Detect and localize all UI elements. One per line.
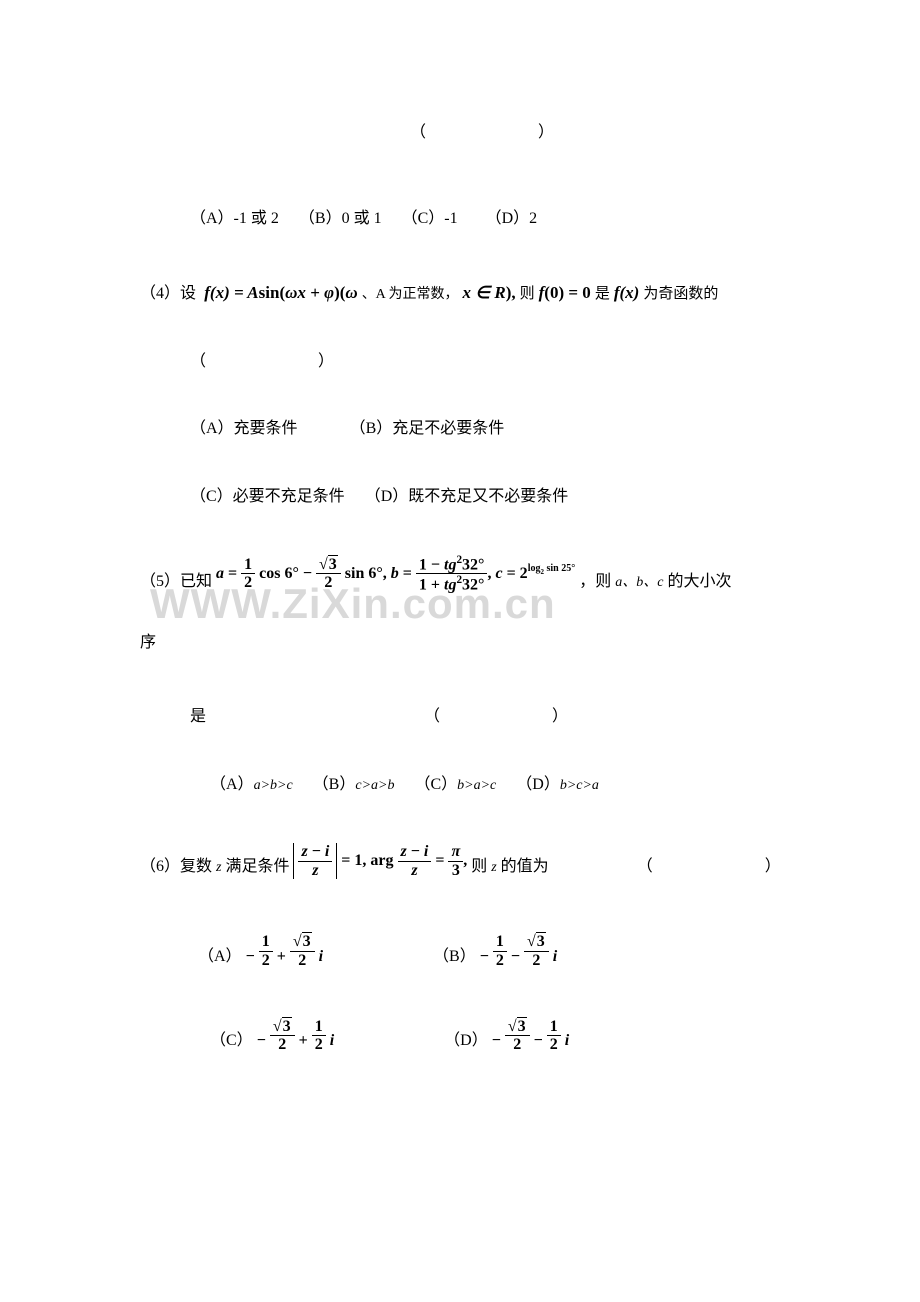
q5-choice-a-label: （A） (210, 776, 254, 793)
q6-choice-a-label: （A） (198, 944, 242, 970)
page-content: （ ） （A）-1 或 2 （B）0 或 1 （C）-1 （D）2 （4）设 f… (140, 120, 780, 1054)
q4-choice-d: （D）既不充足又不必要条件 (365, 488, 569, 505)
q6-choice-b: （B） − 12 − 32 i (433, 933, 557, 969)
q4-choices-row2: （C）必要不充足条件 （D）既不充足又不必要条件 (190, 484, 780, 510)
q4-choice-c: （C）必要不充足条件 (190, 488, 345, 505)
q4-math-xr: x ∈ R), (463, 283, 516, 302)
q5-choice-b-text: c>a>b (355, 778, 394, 793)
q4-stem: （4）设 f(x) = Asin(ωx + φ)(ω 、A 为正常数， x ∈ … (140, 279, 780, 307)
q6-choice-a: （A） − 12 + 32 i (198, 933, 323, 969)
q4-choices-row1: （A）充要条件 （B）充足不必要条件 (190, 416, 780, 442)
q5-shi: 是 (190, 708, 206, 725)
q6-stem: （6）复数 z 满足条件 z − iz = 1, arg z − iz = π3… (140, 849, 780, 885)
q4-math-fx2: f(x) (614, 283, 639, 302)
q6-tail1: 则 (471, 858, 491, 875)
q3-choices: （A）-1 或 2 （B）0 或 1 （C）-1 （D）2 (190, 206, 780, 232)
q6-choice-d: （D） − 32 − 12 i (444, 1018, 569, 1054)
q5-xu: 序 (140, 634, 156, 651)
q5-choice-b-label: （B） (313, 776, 356, 793)
q6-prefix: （6）复数 (140, 858, 216, 875)
q5-stem: （5）已知 a = 12 cos 6° − 32 sin 6°, b = 1 −… (140, 562, 780, 603)
q5-choices: （A）a>b>c （B）c>a>b （C）b>a>c （D）b>c>a (210, 772, 780, 798)
q6-tail2: 的值为 (497, 858, 549, 875)
q5-abc: a、b、c (615, 575, 663, 590)
q5-line-xu: 序 (140, 630, 780, 656)
q4-choice-a: （A）充要条件 (190, 420, 298, 437)
q6-choice-c: （C） − 32 + 12 i (210, 1018, 334, 1054)
q5-choice-c-label: （C） (414, 776, 457, 793)
blank-paren-top: （ ） (410, 120, 570, 146)
q6-formula: z − iz = 1, arg z − iz = π3, (293, 843, 467, 879)
q6-blank-paren: （ ） (637, 854, 797, 880)
q6-choices-row2: （C） − 32 + 12 i （D） − 32 − 12 i (210, 1018, 780, 1054)
q4-prefix: （4）设 (140, 285, 196, 302)
q3-choice-b: （B）0 或 1 (299, 210, 382, 227)
q5-choice-d-text: b>c>a (560, 778, 599, 793)
q6-choices-row1: （A） − 12 + 32 i （B） − 12 − 32 i (198, 933, 780, 969)
q5-choice-c-text: b>a>c (457, 778, 496, 793)
q4-math-fx: f(x) = Asin(ωx + φ)(ω (200, 283, 358, 302)
q4-suffix: 为奇函数的 (643, 286, 718, 302)
q5-blank-paren: （ ） (424, 704, 584, 730)
q4-choice-b: （B）充足不必要条件 (350, 420, 505, 437)
q5-prefix: （5）已知 (140, 573, 212, 590)
q3-choice-a: （A）-1 或 2 (190, 210, 279, 227)
q4-math-f0: f(0) = 0 (539, 283, 591, 302)
q4-mid2: 则 (520, 286, 535, 302)
q4-mid3: 是 (595, 286, 610, 302)
q5-choice-a-text: a>b>c (254, 778, 293, 793)
q4-blank-paren: （ ） (190, 349, 350, 375)
q4-mid1: 、A 为正常数， (362, 287, 459, 302)
q5-choice-d-label: （D） (516, 776, 560, 793)
q6-choice-d-label: （D） (444, 1028, 488, 1054)
q6-choice-c-label: （C） (210, 1028, 253, 1054)
q5-suffix: ，则 (579, 573, 615, 590)
q3-choice-c: （C）-1 (402, 210, 458, 227)
q6-choice-b-label: （B） (433, 944, 476, 970)
q6-mid: 满足条件 (221, 858, 289, 875)
q5-tail: 的大小次 (663, 573, 731, 590)
q5-formula: a = 12 cos 6° − 32 sin 6°, b = 1 − tg232… (216, 554, 575, 595)
q3-choice-d: （D）2 (486, 210, 538, 227)
